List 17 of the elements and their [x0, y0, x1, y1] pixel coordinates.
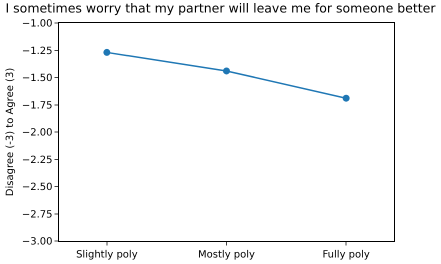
y-axis-title: Disagree (-3) to Agree (3)	[4, 68, 16, 196]
point	[223, 67, 230, 74]
y-tick-label: −1.75	[22, 100, 52, 112]
y-tick-label: −1.00	[22, 18, 52, 30]
y-tick-label: −2.50	[22, 182, 52, 193]
y-tick-label: −1.50	[22, 73, 52, 84]
x-tick-label: Mostly poly	[198, 250, 256, 260]
point	[342, 94, 350, 102]
chart-title: I sometimes worry that my partner will leave me for someone better	[6, 0, 436, 16]
y-tick-label: −1.25	[22, 46, 52, 57]
y-tick-label: −2.00	[22, 128, 52, 138]
y-tick-label: −2.75	[22, 209, 52, 220]
x-tick-label: Fully poly	[322, 250, 370, 260]
y-tick-label: −3.00	[22, 236, 52, 248]
point	[103, 48, 110, 56]
y-tick-label: −2.25	[22, 154, 52, 166]
x-tick-label: Slightly poly	[76, 250, 138, 260]
